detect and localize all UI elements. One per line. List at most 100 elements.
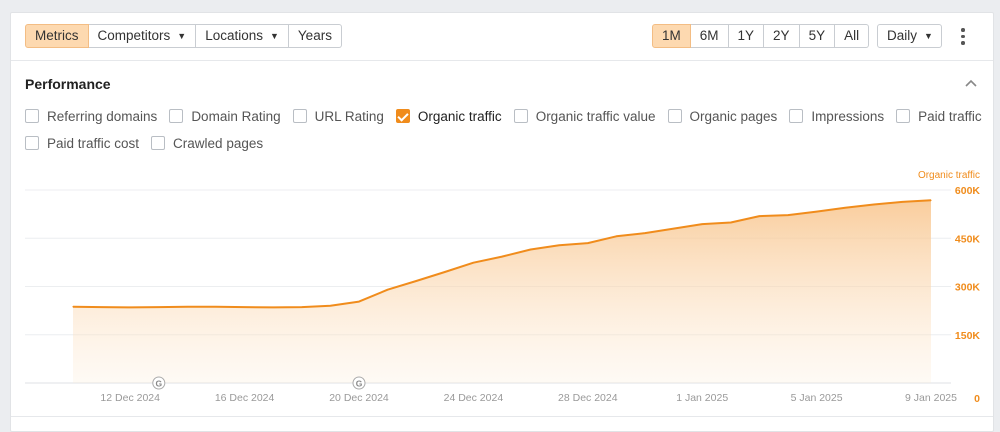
range-label: 2Y xyxy=(773,28,790,43)
y-tick-label: 150K xyxy=(955,330,981,342)
y-tick-label: 450K xyxy=(955,233,981,245)
x-tick-label: 12 Dec 2024 xyxy=(100,392,160,404)
data-point xyxy=(558,244,560,246)
x-tick-label: 5 Jan 2025 xyxy=(791,392,843,404)
competitors-dropdown[interactable]: Competitors ▼ xyxy=(88,24,197,48)
range-label: All xyxy=(844,28,860,43)
metric-checkbox-label: Crawled pages xyxy=(173,135,264,151)
metric-checkbox[interactable]: URL Rating xyxy=(292,108,384,124)
checkbox-icon[interactable] xyxy=(667,109,682,123)
data-point xyxy=(501,255,503,258)
x-tick-label: 16 Dec 2024 xyxy=(215,392,275,404)
metric-checkbox[interactable]: Organic traffic value xyxy=(513,109,656,124)
overview-panel: Metrics Competitors ▼ Locations ▼ Years 1M… xyxy=(10,12,994,432)
data-point xyxy=(901,201,904,203)
checkbox-icon[interactable] xyxy=(896,109,911,123)
metric-checkbox[interactable]: Impressions xyxy=(789,109,884,124)
data-point xyxy=(787,214,789,216)
data-point xyxy=(615,235,618,237)
years-button[interactable]: Years xyxy=(288,24,342,48)
data-point xyxy=(758,215,761,217)
range-1m-button[interactable]: 1M xyxy=(652,24,691,48)
y-tick-label: 0 xyxy=(974,393,980,405)
metric-checkbox[interactable]: Referring domains xyxy=(25,109,157,124)
metric-checkbox[interactable]: Paid traffic xyxy=(896,109,982,124)
metric-checkbox-label: Referring domains xyxy=(47,108,158,124)
metric-checkbox-label: URL Rating xyxy=(314,108,384,124)
data-point xyxy=(816,210,818,213)
metric-checkbox-row-2: Paid traffic cost Crawled pages xyxy=(25,134,275,152)
chevron-up-icon[interactable] xyxy=(963,75,979,91)
checkbox-icon[interactable] xyxy=(789,109,804,123)
checkbox-icon[interactable] xyxy=(513,109,528,123)
data-point xyxy=(301,306,303,308)
data-point xyxy=(701,223,703,225)
range-6m-button[interactable]: 6M xyxy=(690,24,729,48)
range-2y-button[interactable]: 2Y xyxy=(764,24,800,48)
data-point xyxy=(158,306,160,308)
x-tick-label: 1 Jan 2025 xyxy=(676,392,728,404)
range-all-button[interactable]: All xyxy=(835,24,870,48)
metric-checkbox[interactable]: Domain Rating xyxy=(169,109,281,124)
data-point xyxy=(272,306,274,309)
data-point xyxy=(844,207,846,209)
data-point xyxy=(730,221,732,224)
metric-checkbox[interactable]: Paid traffic cost xyxy=(25,136,139,151)
organic-traffic-chart: 0 150K 300K 450K 600K Organic traffic 12 Dec 2… xyxy=(25,170,981,405)
range-5y-button[interactable]: 5Y xyxy=(799,24,836,48)
data-point xyxy=(329,305,331,307)
metrics-button[interactable]: Metrics xyxy=(25,24,89,48)
interval-dropdown[interactable]: Daily ▼ xyxy=(877,24,942,48)
range-label: 6M xyxy=(699,28,719,43)
locations-dropdown-label: Locations xyxy=(205,28,263,43)
metric-checkbox-label: Organic traffic xyxy=(417,108,502,124)
metric-checkbox-label: Paid traffic cost xyxy=(47,135,140,151)
data-point xyxy=(444,271,446,273)
section-title: Performance xyxy=(25,76,111,92)
google-update-marker: G xyxy=(352,376,366,390)
data-point xyxy=(873,203,875,206)
data-point xyxy=(415,280,417,282)
kebab-icon[interactable] xyxy=(957,28,969,46)
range-button-group: 1M 6M 1Y 2Y 5Y All xyxy=(652,24,870,48)
data-point xyxy=(129,306,131,309)
checkbox-icon[interactable] xyxy=(169,109,184,123)
y-tick-label: 600K xyxy=(955,185,981,197)
checkbox-icon[interactable] xyxy=(25,109,39,123)
years-button-label: Years xyxy=(297,28,332,43)
metric-checkbox[interactable]: Organic pages xyxy=(667,109,777,124)
data-point xyxy=(587,242,589,244)
data-point xyxy=(215,306,217,308)
locations-dropdown[interactable]: Locations ▼ xyxy=(196,24,289,48)
data-point xyxy=(930,199,932,201)
marker-label: G xyxy=(356,379,363,389)
data-point xyxy=(72,306,74,308)
x-tick-label: 20 Dec 2024 xyxy=(329,392,389,404)
panel-divider xyxy=(11,416,993,417)
checkbox-checked-icon[interactable] xyxy=(395,109,410,123)
data-point xyxy=(244,306,246,308)
metric-checkbox[interactable]: Organic traffic xyxy=(395,108,502,124)
google-update-marker: G xyxy=(152,376,166,390)
metric-checkbox[interactable]: Crawled pages xyxy=(151,136,263,151)
metric-checkbox-label: Impressions xyxy=(811,108,885,124)
y-axis-title: Organic traffic xyxy=(918,170,980,181)
range-label: 5Y xyxy=(808,28,826,43)
y-tick-label: 300K xyxy=(955,282,981,294)
checkbox-icon[interactable] xyxy=(151,136,166,150)
checkbox-icon[interactable] xyxy=(25,136,39,150)
metric-checkbox-row-1: Referring domains Domain Rating URL Rating… xyxy=(25,107,994,125)
metrics-button-label: Metrics xyxy=(35,28,79,43)
competitors-dropdown-label: Competitors xyxy=(97,28,171,43)
marker-circle xyxy=(352,376,366,390)
data-point xyxy=(530,248,532,251)
range-1y-button[interactable]: 1Y xyxy=(728,24,765,48)
marker-label: G xyxy=(155,379,162,389)
toolbar: Metrics Competitors ▼ Locations ▼ Years 1M… xyxy=(11,13,993,61)
caret-down-icon: ▼ xyxy=(177,31,187,41)
checkbox-icon[interactable] xyxy=(292,109,307,123)
caret-down-icon: ▼ xyxy=(924,31,933,41)
data-point xyxy=(358,301,360,303)
range-label: 1M xyxy=(662,28,681,43)
data-point xyxy=(186,306,188,308)
